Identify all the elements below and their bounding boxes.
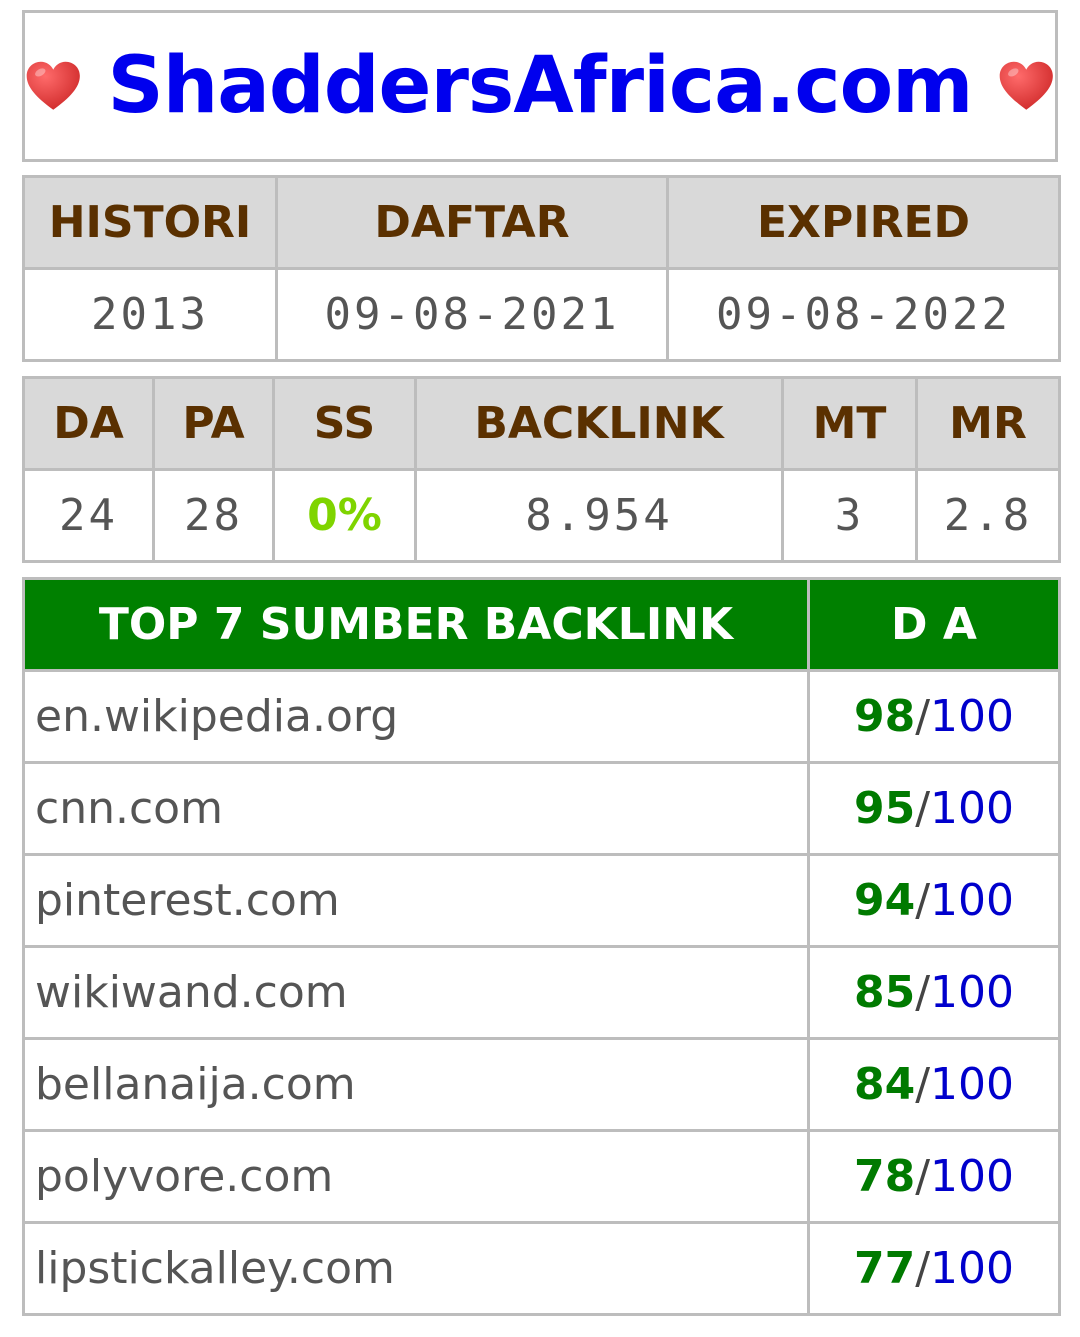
score-value: 98 xyxy=(853,691,916,742)
score-max: 100 xyxy=(930,1151,1015,1202)
backlink-score: 78/100 xyxy=(807,1129,1061,1224)
backlink-site: cnn.com xyxy=(22,761,810,856)
header-expired: EXPIRED xyxy=(666,175,1061,270)
table-row: bellanaija.com 84/100 xyxy=(22,1037,1061,1132)
score-slash: / xyxy=(915,691,931,742)
backlink-score: 85/100 xyxy=(807,945,1061,1040)
value-backlink: 8.954 xyxy=(414,468,784,563)
table-row: lipstickalley.com 77/100 xyxy=(22,1221,1061,1316)
table-row: en.wikipedia.org 98/100 xyxy=(22,669,1061,764)
score-slash: / xyxy=(915,967,931,1018)
header-histori: HISTORI xyxy=(22,175,278,270)
header-top-backlink-sources: TOP 7 SUMBER BACKLINK xyxy=(22,577,810,672)
score-slash: / xyxy=(915,783,931,834)
header-ss: SS xyxy=(272,376,417,471)
score-value: 85 xyxy=(853,967,916,1018)
metrics-table: DA PA SS BACKLINK MT MR 24 28 0% 8.954 3… xyxy=(22,376,1061,563)
table-row: pinterest.com 94/100 xyxy=(22,853,1061,948)
domain-info-table: HISTORI DAFTAR EXPIRED 2013 09-08-2021 0… xyxy=(22,175,1061,362)
score-value: 95 xyxy=(853,783,916,834)
score-slash: / xyxy=(915,875,931,926)
top-backlinks-table: TOP 7 SUMBER BACKLINK D A en.wikipedia.o… xyxy=(22,577,1061,1316)
score-slash: / xyxy=(915,1243,931,1294)
backlink-score: 95/100 xyxy=(807,761,1061,856)
header-backlink-da: D A xyxy=(807,577,1061,672)
backlink-site: polyvore.com xyxy=(22,1129,810,1224)
score-value: 77 xyxy=(853,1243,916,1294)
header-mt: MT xyxy=(781,376,918,471)
site-title-banner: ShaddersAfrica.com xyxy=(22,10,1058,162)
score-max: 100 xyxy=(930,1243,1015,1294)
score-value: 94 xyxy=(853,875,916,926)
table-row: wikiwand.com 85/100 xyxy=(22,945,1061,1040)
header-da: DA xyxy=(22,376,155,471)
site-title: ShaddersAfrica.com xyxy=(107,41,974,131)
value-pa: 28 xyxy=(152,468,275,563)
value-daftar: 09-08-2021 xyxy=(275,267,669,362)
backlink-score: 84/100 xyxy=(807,1037,1061,1132)
backlink-site: pinterest.com xyxy=(22,853,810,948)
heart-icon xyxy=(1000,61,1054,110)
backlink-score: 98/100 xyxy=(807,669,1061,764)
score-max: 100 xyxy=(930,691,1015,742)
score-slash: / xyxy=(915,1151,931,1202)
score-max: 100 xyxy=(930,783,1015,834)
score-value: 78 xyxy=(853,1151,916,1202)
value-mt: 3 xyxy=(781,468,918,563)
score-max: 100 xyxy=(930,1059,1015,1110)
value-ss: 0% xyxy=(272,468,417,563)
header-daftar: DAFTAR xyxy=(275,175,669,270)
score-max: 100 xyxy=(930,875,1015,926)
value-da: 24 xyxy=(22,468,155,563)
backlink-site: en.wikipedia.org xyxy=(22,669,810,764)
backlink-site: bellanaija.com xyxy=(22,1037,810,1132)
header-backlink: BACKLINK xyxy=(414,376,784,471)
table-row: polyvore.com 78/100 xyxy=(22,1129,1061,1224)
header-pa: PA xyxy=(152,376,275,471)
backlink-site: lipstickalley.com xyxy=(22,1221,810,1316)
header-mr: MR xyxy=(915,376,1061,471)
heart-icon xyxy=(26,61,80,110)
backlink-score: 77/100 xyxy=(807,1221,1061,1316)
backlink-score: 94/100 xyxy=(807,853,1061,948)
value-histori: 2013 xyxy=(22,267,278,362)
score-slash: / xyxy=(915,1059,931,1110)
value-expired: 09-08-2022 xyxy=(666,267,1061,362)
table-row: cnn.com 95/100 xyxy=(22,761,1061,856)
backlink-site: wikiwand.com xyxy=(22,945,810,1040)
score-value: 84 xyxy=(853,1059,916,1110)
value-mr: 2.8 xyxy=(915,468,1061,563)
score-max: 100 xyxy=(930,967,1015,1018)
